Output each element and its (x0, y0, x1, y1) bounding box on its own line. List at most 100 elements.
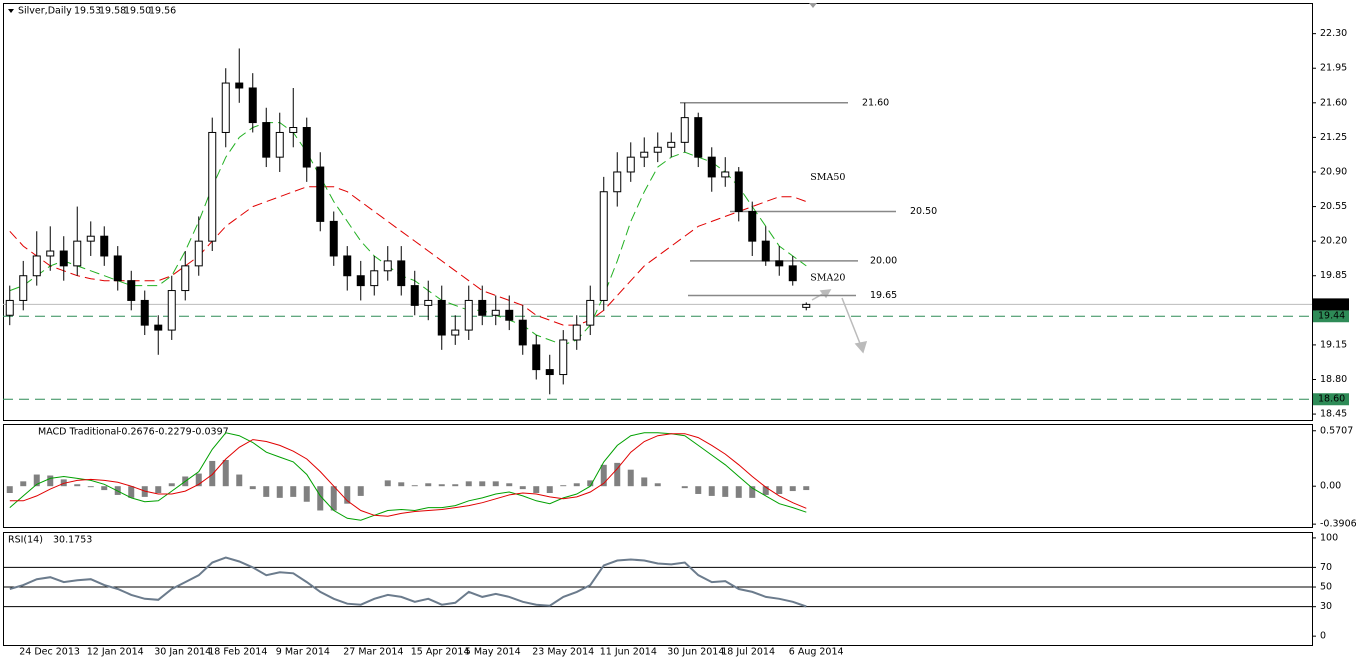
macd-bar (654, 483, 661, 487)
level-label: 20.00 (870, 255, 897, 266)
sma-label: SMA20 (810, 272, 845, 283)
candle-body (302, 127, 311, 168)
macd-bar (222, 459, 229, 487)
candle-body (221, 82, 230, 133)
close-label: 19.56 (149, 6, 176, 17)
macd-bar (6, 486, 13, 493)
macd-bar (303, 486, 310, 502)
candle-body (329, 220, 338, 257)
macd-bar (155, 486, 162, 493)
sma-line (9, 186, 807, 326)
x-tick-label: 18 Jul 2014 (721, 647, 775, 658)
y-tick-label: 19.85 (1320, 270, 1347, 281)
macd-hist-value: -0.0397 (192, 427, 229, 438)
x-tick-label: 27 Mar 2014 (343, 647, 403, 658)
macd-panel (3, 424, 1313, 528)
candle-body (802, 303, 811, 308)
price-box-label: 18.60 (1318, 394, 1345, 405)
candle-body (734, 171, 743, 213)
rsi-value: 30.1753 (53, 535, 92, 546)
candle-body (667, 141, 676, 148)
candle-body (451, 329, 460, 336)
macd-bar (384, 480, 391, 487)
candle-body (680, 117, 689, 143)
macd-bar (195, 473, 202, 487)
candle-body (761, 240, 770, 262)
macd-bar (128, 486, 135, 498)
level-label: 21.60 (862, 97, 889, 108)
candle-body (181, 265, 190, 292)
x-tick-label: 9 Mar 2014 (276, 647, 330, 658)
candle-body (464, 299, 473, 331)
macd-bar (20, 481, 27, 487)
candle-body (248, 87, 257, 124)
ohlc-header: 19.53 19.58 19.50 19.56 (74, 6, 176, 17)
macd-line (9, 433, 807, 517)
macd-bar (465, 481, 472, 487)
candle-body (748, 211, 757, 242)
x-tick-label: 11 Jun 2014 (600, 647, 657, 658)
macd-bar (641, 477, 648, 487)
macd-bar (479, 481, 486, 487)
candle-body (532, 344, 541, 371)
candle-body (113, 255, 122, 282)
candle-body (32, 255, 41, 277)
macd-main-value: -0.2676 (118, 427, 155, 438)
x-tick-label: 15 Apr 2014 (411, 647, 470, 658)
x-tick-label: 12 Jan 2014 (87, 647, 144, 658)
candle-body (59, 250, 68, 267)
macd-bar (425, 483, 432, 487)
macd-bar (411, 485, 418, 487)
macd-bar (546, 486, 553, 493)
arrow-head (819, 289, 832, 299)
y-tick-label: 19.15 (1320, 339, 1347, 350)
macd-bar (317, 486, 324, 511)
candle-body (343, 255, 352, 277)
price-box (1313, 298, 1349, 311)
macd-bar (492, 481, 499, 487)
macd-bar (587, 480, 594, 487)
y-tick-label: 70 (1320, 562, 1332, 573)
x-tick-label: 6 Aug 2014 (789, 647, 844, 658)
candle-body (707, 156, 716, 178)
candle-body (721, 171, 730, 178)
y-tick-label: 18.45 (1320, 409, 1347, 420)
candle-body (586, 299, 595, 326)
candle-body (46, 250, 55, 257)
macd-bar (735, 486, 742, 498)
candle-body (424, 299, 433, 306)
macd-bar (438, 484, 445, 487)
candle-body (275, 131, 284, 158)
macd-bar (533, 486, 540, 493)
candle-body (370, 270, 379, 287)
macd-bar (681, 486, 688, 489)
candle-body (572, 324, 581, 341)
candle-body (559, 339, 568, 376)
y-tick-label: 50 (1320, 582, 1332, 593)
macd-bar (614, 462, 621, 487)
macd-bar (330, 486, 337, 511)
macd-title: MACD Traditional (38, 427, 119, 438)
price-box (1313, 393, 1349, 406)
x-tick-label: 23 May 2014 (532, 647, 594, 658)
macd-bar (263, 486, 270, 497)
candle-body (775, 260, 784, 267)
macd-bar (452, 484, 459, 487)
candle-body (140, 299, 149, 326)
macd-line (9, 432, 807, 521)
candle-body (19, 275, 28, 301)
macd-bar (519, 486, 526, 490)
macd-bar (236, 474, 243, 487)
arrows (811, 289, 868, 354)
macd-bar (708, 486, 715, 496)
level-label: 20.50 (910, 206, 937, 217)
x-tick-label: 30 Jan 2014 (154, 647, 211, 658)
candle-body (235, 82, 244, 89)
macd-bar (695, 486, 702, 494)
candle-body (788, 265, 797, 282)
candle-body (545, 369, 554, 376)
menu-triangle (8, 9, 14, 13)
low-label: 19.50 (124, 6, 151, 17)
candle-body (383, 260, 392, 272)
